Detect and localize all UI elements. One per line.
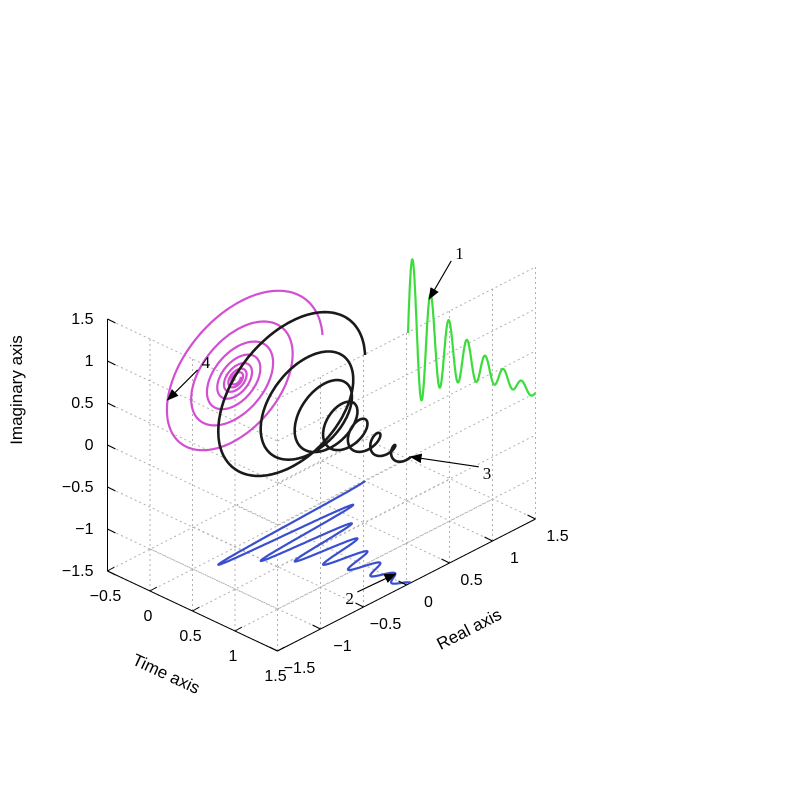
- z-tick-mark: [107, 444, 116, 450]
- y-tick-label: 1: [510, 550, 519, 567]
- y-tick-label: 0.5: [460, 572, 482, 589]
- x-tick-label: −0.5: [90, 588, 122, 605]
- series-2-curve: [217, 480, 412, 585]
- x-tick-label: 1.5: [264, 668, 286, 685]
- z-tick-mark: [107, 528, 116, 534]
- left-wall-grid-line: [107, 402, 278, 484]
- y-tick-label: 1.5: [546, 528, 568, 545]
- back-wall-grid-line: [277, 266, 536, 400]
- ticks-layer: −1.5−1−0.500.511.5−0.500.511.5−1.5−1−0.5…: [62, 311, 569, 685]
- annotation-arrow-2: [357, 573, 397, 593]
- z-tick-label: 0: [85, 437, 94, 454]
- x-tick-mark: [107, 566, 115, 572]
- annotation-layer: 1 2 3 4: [166, 244, 492, 608]
- y-tick-label: −1.5: [284, 660, 316, 677]
- z-tick-label: 1.5: [71, 311, 93, 328]
- series-layer: [165, 258, 537, 585]
- y-tick-mark: [355, 602, 364, 608]
- floor-grid-line: [279, 482, 450, 564]
- y-tick-label: −1: [333, 638, 351, 655]
- floor-grid-line: [236, 504, 407, 586]
- annotation-arrow-1: [428, 260, 452, 300]
- x-tick-label: 0: [144, 608, 153, 625]
- annotation-arrow-4: [166, 369, 199, 401]
- y-tick-mark: [441, 558, 450, 564]
- y-axis-label: Real axis: [434, 605, 505, 654]
- z-tick-mark: [107, 360, 116, 366]
- left-wall-grid-line: [107, 528, 278, 610]
- z-tick-mark: [107, 486, 116, 492]
- z-tick-mark: [107, 318, 116, 324]
- series-3-curve: [217, 310, 413, 478]
- back-wall-grid-line: [277, 476, 536, 610]
- floor-grid-line: [365, 438, 536, 520]
- floor-grid-line: [150, 548, 321, 630]
- y-tick-mark: [269, 646, 278, 652]
- y-tick-mark: [527, 514, 536, 520]
- left-wall-grid-line: [107, 444, 278, 526]
- z-tick-label: 0.5: [71, 395, 93, 412]
- x-tick-mark: [234, 626, 243, 632]
- y-tick-mark: [484, 536, 493, 542]
- left-wall-grid-line: [107, 318, 278, 400]
- annotation-arrow-3: [409, 453, 479, 468]
- y-tick-mark: [312, 624, 321, 630]
- y-tick-label: 0: [424, 594, 433, 611]
- z-axis-label: Imaginary axis: [7, 335, 26, 445]
- y-tick-mark: [398, 580, 407, 586]
- x-tick-mark: [192, 606, 200, 612]
- z-tick-label: −1.5: [62, 563, 94, 580]
- z-tick-label: −0.5: [62, 479, 94, 496]
- x-tick-mark: [149, 586, 158, 592]
- back-wall-grid-line: [277, 350, 536, 484]
- annotation-label-4: 4: [202, 353, 211, 372]
- left-wall-grid-line: [107, 486, 278, 568]
- y-tick-label: −0.5: [370, 616, 402, 633]
- back-wall-grid-line: [277, 434, 536, 568]
- left-wall-grid-line: [107, 360, 278, 442]
- back-wall-grid-line: [277, 392, 536, 526]
- annotation-label-2: 2: [345, 589, 354, 608]
- back-wall-grid-line: [277, 308, 536, 442]
- x-tick-label: 1: [229, 648, 238, 665]
- z-tick-mark: [107, 402, 116, 408]
- floor-grid-line: [322, 460, 493, 542]
- annotation-label-3: 3: [483, 464, 492, 483]
- z-tick-mark: [107, 570, 116, 576]
- x-tick-label: 0.5: [179, 628, 201, 645]
- x-axis-label: Time axis: [129, 650, 202, 698]
- z-tick-label: 1: [85, 353, 94, 370]
- series-1-curve: [406, 258, 537, 402]
- z-tick-label: −1: [75, 521, 93, 538]
- x-tick-mark: [277, 646, 285, 652]
- series-4-curve: [165, 289, 324, 452]
- annotation-label-1: 1: [455, 244, 464, 263]
